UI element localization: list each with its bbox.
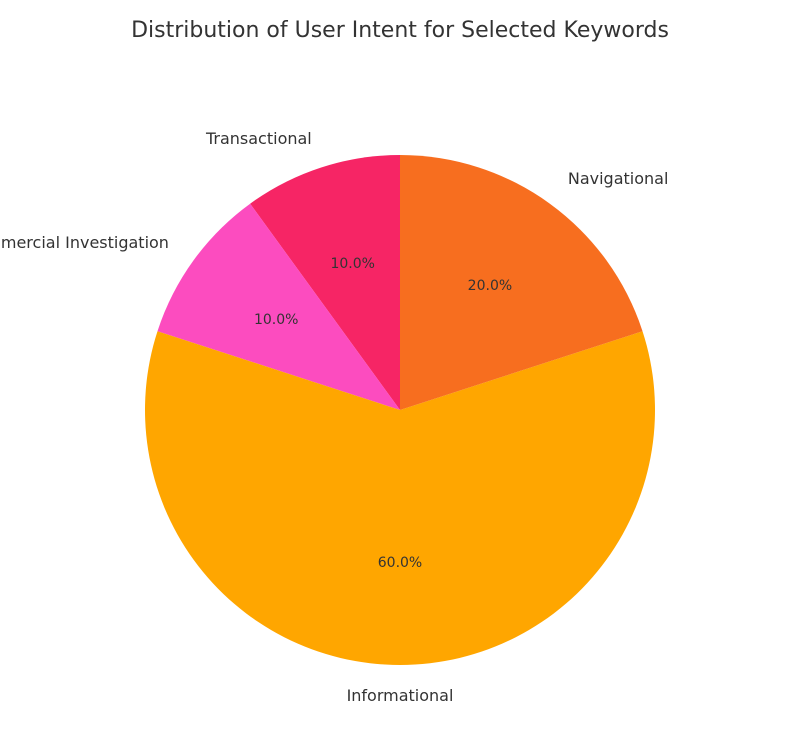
pie-svg [0,0,800,743]
pct-label-1: 10.0% [254,312,298,328]
slice-label-0: Transactional [206,129,312,148]
slice-label-1: Commercial Investigation [0,233,169,252]
pct-label-2: 60.0% [378,555,422,571]
pct-label-3: 20.0% [468,278,512,294]
pie-chart-figure: Distribution of User Intent for Selected… [0,0,800,743]
pct-label-0: 10.0% [330,256,374,272]
slice-label-3: Navigational [568,169,669,188]
slice-label-2: Informational [347,686,454,705]
